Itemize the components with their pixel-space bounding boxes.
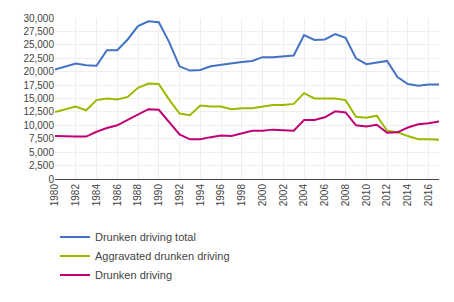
svg-text:1994: 1994: [195, 184, 206, 207]
svg-text:15,000: 15,000: [23, 93, 54, 104]
svg-text:2016: 2016: [423, 184, 434, 207]
svg-text:17,500: 17,500: [23, 80, 54, 91]
svg-text:1996: 1996: [215, 184, 226, 207]
svg-text:2002: 2002: [278, 184, 289, 207]
svg-text:0: 0: [48, 174, 54, 185]
svg-text:2012: 2012: [381, 184, 392, 207]
svg-text:2010: 2010: [361, 184, 372, 207]
svg-text:20,000: 20,000: [23, 66, 54, 77]
svg-text:1980: 1980: [49, 184, 60, 207]
svg-text:Drunken driving: Drunken driving: [95, 269, 172, 281]
svg-text:1984: 1984: [91, 184, 102, 207]
svg-text:2014: 2014: [402, 184, 413, 207]
svg-text:1992: 1992: [174, 184, 185, 207]
svg-text:2,500: 2,500: [29, 160, 54, 171]
svg-text:1990: 1990: [153, 184, 164, 207]
svg-text:2004: 2004: [298, 184, 309, 207]
svg-text:Aggravated drunken driving: Aggravated drunken driving: [95, 250, 230, 262]
svg-text:25,000: 25,000: [23, 39, 54, 50]
svg-text:7,500: 7,500: [29, 133, 54, 144]
svg-text:27,500: 27,500: [23, 26, 54, 37]
svg-text:Drunken driving total: Drunken driving total: [95, 231, 196, 243]
svg-text:30,000: 30,000: [23, 13, 54, 24]
svg-text:1986: 1986: [112, 184, 123, 207]
svg-text:12,500: 12,500: [23, 106, 54, 117]
svg-text:1988: 1988: [132, 184, 143, 207]
svg-text:5,000: 5,000: [29, 147, 54, 158]
svg-text:1982: 1982: [70, 184, 81, 207]
svg-text:1998: 1998: [236, 184, 247, 207]
svg-text:22,500: 22,500: [23, 53, 54, 64]
svg-text:10,000: 10,000: [23, 120, 54, 131]
svg-text:2000: 2000: [257, 184, 268, 207]
svg-text:2008: 2008: [340, 184, 351, 207]
svg-text:2006: 2006: [319, 184, 330, 207]
